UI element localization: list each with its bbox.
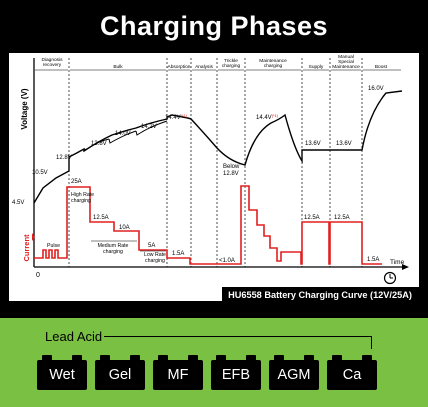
battery-type-label: AGM [277, 367, 311, 383]
voltage-curve [33, 90, 403, 204]
annotation-pulse: Pulse [47, 243, 60, 249]
voltage-label-14-4v-maintenance: 14.4V(*1) [256, 113, 279, 121]
annotation-high-rate: High Rate charging [71, 192, 94, 204]
annotation-brackets [91, 240, 166, 252]
battery-type-efb: EFB [211, 355, 261, 390]
voltage-label-14-4v-absorption: 14.4V(*1) [165, 113, 188, 121]
voltage-label-14-2v: 14.2V [141, 124, 157, 130]
phase-absorption: Absorption [168, 64, 191, 70]
current-label-25a: 25A [71, 179, 82, 185]
phase-analysis: Analysis [195, 64, 213, 70]
voltage-labels: 4.5V 10.5V 12.8V 13.8V 14.0V 14.2V 14.4V… [12, 86, 384, 206]
page-title: Charging Phases [99, 10, 329, 41]
phase-supply: Supply [309, 64, 324, 70]
battery-type-ca: Ca [327, 355, 377, 390]
current-label-10a: 10A [119, 225, 130, 231]
current-label-less-1a: <1.0A [219, 258, 235, 264]
voltage-curve-detail [68, 120, 168, 171]
charging-curve-diagram: Voltage (V) Time 0 Current [9, 53, 419, 301]
current-label-12-5a-manual: 12.5A [334, 215, 350, 221]
phase-bulk: Bulk [113, 64, 123, 70]
annotation-low-rate: Low Rate charging [144, 252, 166, 264]
voltage-label-16-0v: 16.0V [368, 86, 384, 92]
current-curve [34, 185, 382, 265]
voltage-label-4-5v: 4.5V [12, 200, 24, 206]
phase-maintenance-charging: Maintenance charging [259, 58, 287, 69]
current-label-12-5a: 12.5A [93, 215, 109, 221]
battery-type-agm: AGM [269, 355, 319, 390]
current-label-1-5a-boost: 1.5A [367, 257, 379, 263]
voltage-label-below-12-8v: Below 12.8V [223, 164, 240, 177]
battery-group-bracket [104, 336, 372, 349]
battery-type-label: Ca [342, 367, 362, 383]
battery-type-label: MF [167, 367, 189, 383]
current-axis-arrow [32, 233, 35, 241]
annotation-medium-rate: Medium Rate charging [98, 243, 129, 255]
x-axis-label: Time [390, 259, 405, 266]
phase-diagnosis-recovery: Diagnosis recovery [41, 57, 63, 68]
voltage-label-13-6v-manual: 13.6V [336, 141, 352, 147]
caption-strip [222, 287, 419, 301]
title-band: Charging Phases [0, 0, 428, 52]
voltage-label-10-5v: 10.5V [32, 170, 48, 176]
battery-type-list: Wet Gel MF EFB AGM Ca [37, 355, 377, 395]
voltage-label-13-8v: 13.8V [91, 141, 107, 147]
phase-boost: Boost [375, 64, 388, 70]
battery-type-label: Wet [49, 367, 75, 383]
battery-type-label: Gel [108, 367, 132, 383]
rate-annotations: Pulse High Rate charging Medium Rate charg… [47, 192, 166, 264]
current-label-5a: 5A [148, 243, 155, 249]
current-labels: 25A 12.5A 10A 5A 1.5A <1.0A 12.5A 12.5A … [71, 179, 379, 264]
current-label-1-5a: 1.5A [172, 251, 184, 257]
battery-type-gel: Gel [95, 355, 145, 390]
phase-manual-special-maintenance: Manual Special Maintenance [332, 54, 360, 70]
voltage-label-12-8v: 12.8V [56, 155, 72, 161]
battery-type-mf: MF [153, 355, 203, 390]
origin-label: 0 [36, 272, 40, 279]
battery-group-label: Lead Acid [45, 329, 103, 344]
x-axis-arrow [402, 264, 409, 270]
clock-icon [383, 271, 397, 285]
diagram-background [9, 53, 419, 301]
current-axis-label: Current [22, 234, 31, 262]
voltage-label-14-0v: 14.0V [115, 131, 131, 137]
chart-caption: HU6558 Battery Charging Curve (12V/25A) [228, 290, 412, 300]
current-label-12-5a-supply: 12.5A [304, 215, 320, 221]
voltage-label-13-6v-supply: 13.6V [305, 141, 321, 147]
phase-trickle-charging: Trickle charging [222, 58, 241, 69]
battery-type-wet: Wet [37, 355, 87, 390]
y-axis-label: Voltage (V) [20, 88, 29, 130]
battery-type-label: EFB [221, 367, 251, 383]
